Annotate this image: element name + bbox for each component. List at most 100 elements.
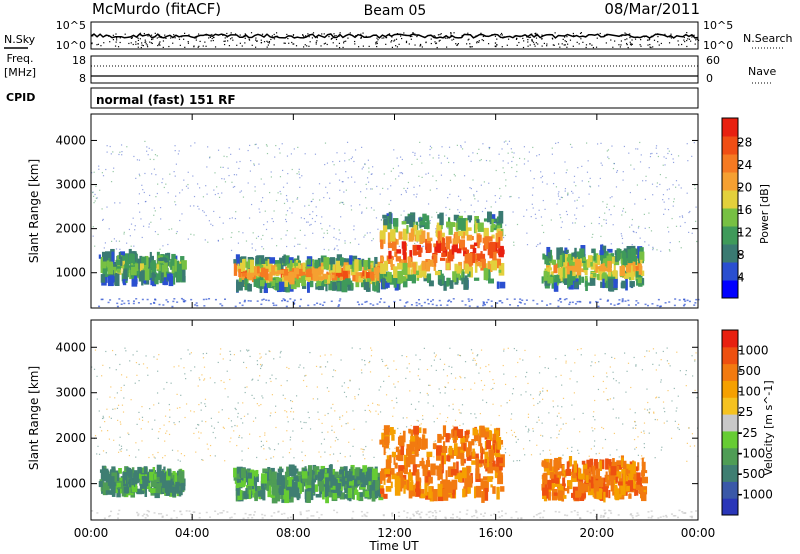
echo-speck	[284, 218, 287, 221]
echo-speck	[485, 365, 487, 368]
echo-speck	[419, 141, 421, 143]
echo-cell	[344, 258, 350, 264]
echo-cell	[402, 430, 406, 443]
echo-cell	[407, 256, 412, 268]
noise-search-dot	[453, 38, 455, 40]
noise-search-dot	[527, 41, 529, 43]
noise-search-dot	[239, 34, 241, 36]
echo-speck	[406, 187, 409, 189]
echo-speck	[490, 388, 492, 391]
echo-cell	[553, 263, 558, 274]
echo-speck	[320, 443, 323, 445]
echo-speck	[261, 364, 263, 366]
echo-speck	[473, 211, 475, 213]
echo-speck	[142, 189, 144, 191]
noise-search-dot	[569, 39, 572, 41]
echo-speck	[354, 398, 356, 400]
echo-speck	[202, 353, 204, 355]
echo-speck	[616, 171, 618, 173]
echo-speck	[684, 512, 687, 514]
echo-cell	[344, 494, 349, 499]
echo-cell	[118, 251, 121, 260]
echo-speck	[326, 232, 329, 234]
echo-cell	[137, 471, 141, 482]
echo-speck	[184, 416, 186, 419]
noise-search-dot	[154, 32, 156, 34]
echo-speck	[135, 442, 137, 444]
echo-speck	[271, 394, 274, 396]
echo-speck	[284, 410, 286, 412]
echo-speck	[611, 145, 613, 147]
echo-cell	[168, 275, 174, 287]
echo-speck	[161, 516, 164, 519]
echo-speck	[240, 190, 243, 192]
noise-search-dot	[643, 36, 646, 38]
echo-speck	[349, 242, 352, 244]
echo-speck	[194, 304, 197, 306]
echo-speck	[530, 394, 532, 396]
echo-cell	[380, 468, 385, 479]
echo-cell	[254, 490, 258, 502]
noise-search-dot	[141, 42, 143, 44]
echo-speck	[643, 457, 645, 459]
echo-speck	[213, 210, 215, 213]
echo-speck	[120, 374, 123, 376]
echo-speck	[151, 173, 153, 175]
echo-cell	[456, 461, 459, 474]
echo-speck	[663, 201, 665, 203]
echo-speck	[229, 378, 231, 381]
echo-cell	[306, 491, 311, 503]
echo-speck	[350, 176, 353, 178]
echo-speck	[402, 417, 404, 419]
echo-speck	[331, 429, 333, 431]
noise-search-dot	[376, 41, 378, 43]
echo-speck	[323, 232, 325, 234]
echo-cell	[482, 448, 485, 455]
echo-speck	[221, 512, 224, 514]
echo-speck	[669, 241, 671, 244]
echo-speck	[119, 363, 121, 366]
echo-speck	[613, 304, 616, 306]
noise-search-dot	[572, 45, 574, 47]
echo-speck	[279, 152, 281, 154]
noise-search-dot	[137, 37, 139, 39]
echo-cell	[393, 276, 397, 288]
echo-speck	[413, 186, 415, 188]
echo-speck	[293, 148, 295, 150]
echo-speck	[138, 411, 140, 414]
echo-speck	[594, 354, 596, 356]
echo-speck	[648, 167, 650, 169]
echo-speck	[298, 366, 300, 368]
echo-speck	[204, 405, 207, 407]
noise-search-dot	[419, 43, 422, 46]
echo-cell	[379, 230, 386, 240]
echo-speck	[376, 404, 379, 406]
noise-search-dot	[212, 39, 214, 42]
echo-speck	[156, 192, 158, 195]
echo-speck	[275, 304, 278, 307]
echo-speck	[627, 299, 630, 302]
echo-speck	[330, 300, 333, 303]
echo-cell	[447, 217, 451, 226]
noise-search-dot	[687, 38, 689, 40]
noise-search-dot	[355, 35, 357, 37]
echo-speck	[696, 240, 698, 243]
echo-cell	[238, 268, 241, 278]
noise-search-dot	[204, 41, 206, 43]
echo-cell	[388, 211, 392, 224]
echo-speck	[476, 190, 478, 193]
echo-speck	[449, 208, 451, 210]
echo-speck	[675, 225, 678, 227]
echo-speck	[593, 445, 595, 447]
echo-speck	[190, 298, 193, 301]
echo-cell	[163, 262, 168, 274]
echo-speck	[145, 513, 148, 516]
echo-cell	[434, 246, 439, 252]
echo-speck	[688, 300, 691, 303]
noise-search-dot	[469, 43, 471, 45]
noise-search-dot	[376, 37, 378, 39]
echo-cell	[418, 249, 422, 258]
echo-speck	[429, 219, 431, 222]
noise-search-dot	[377, 39, 379, 41]
echo-speck	[173, 171, 175, 173]
